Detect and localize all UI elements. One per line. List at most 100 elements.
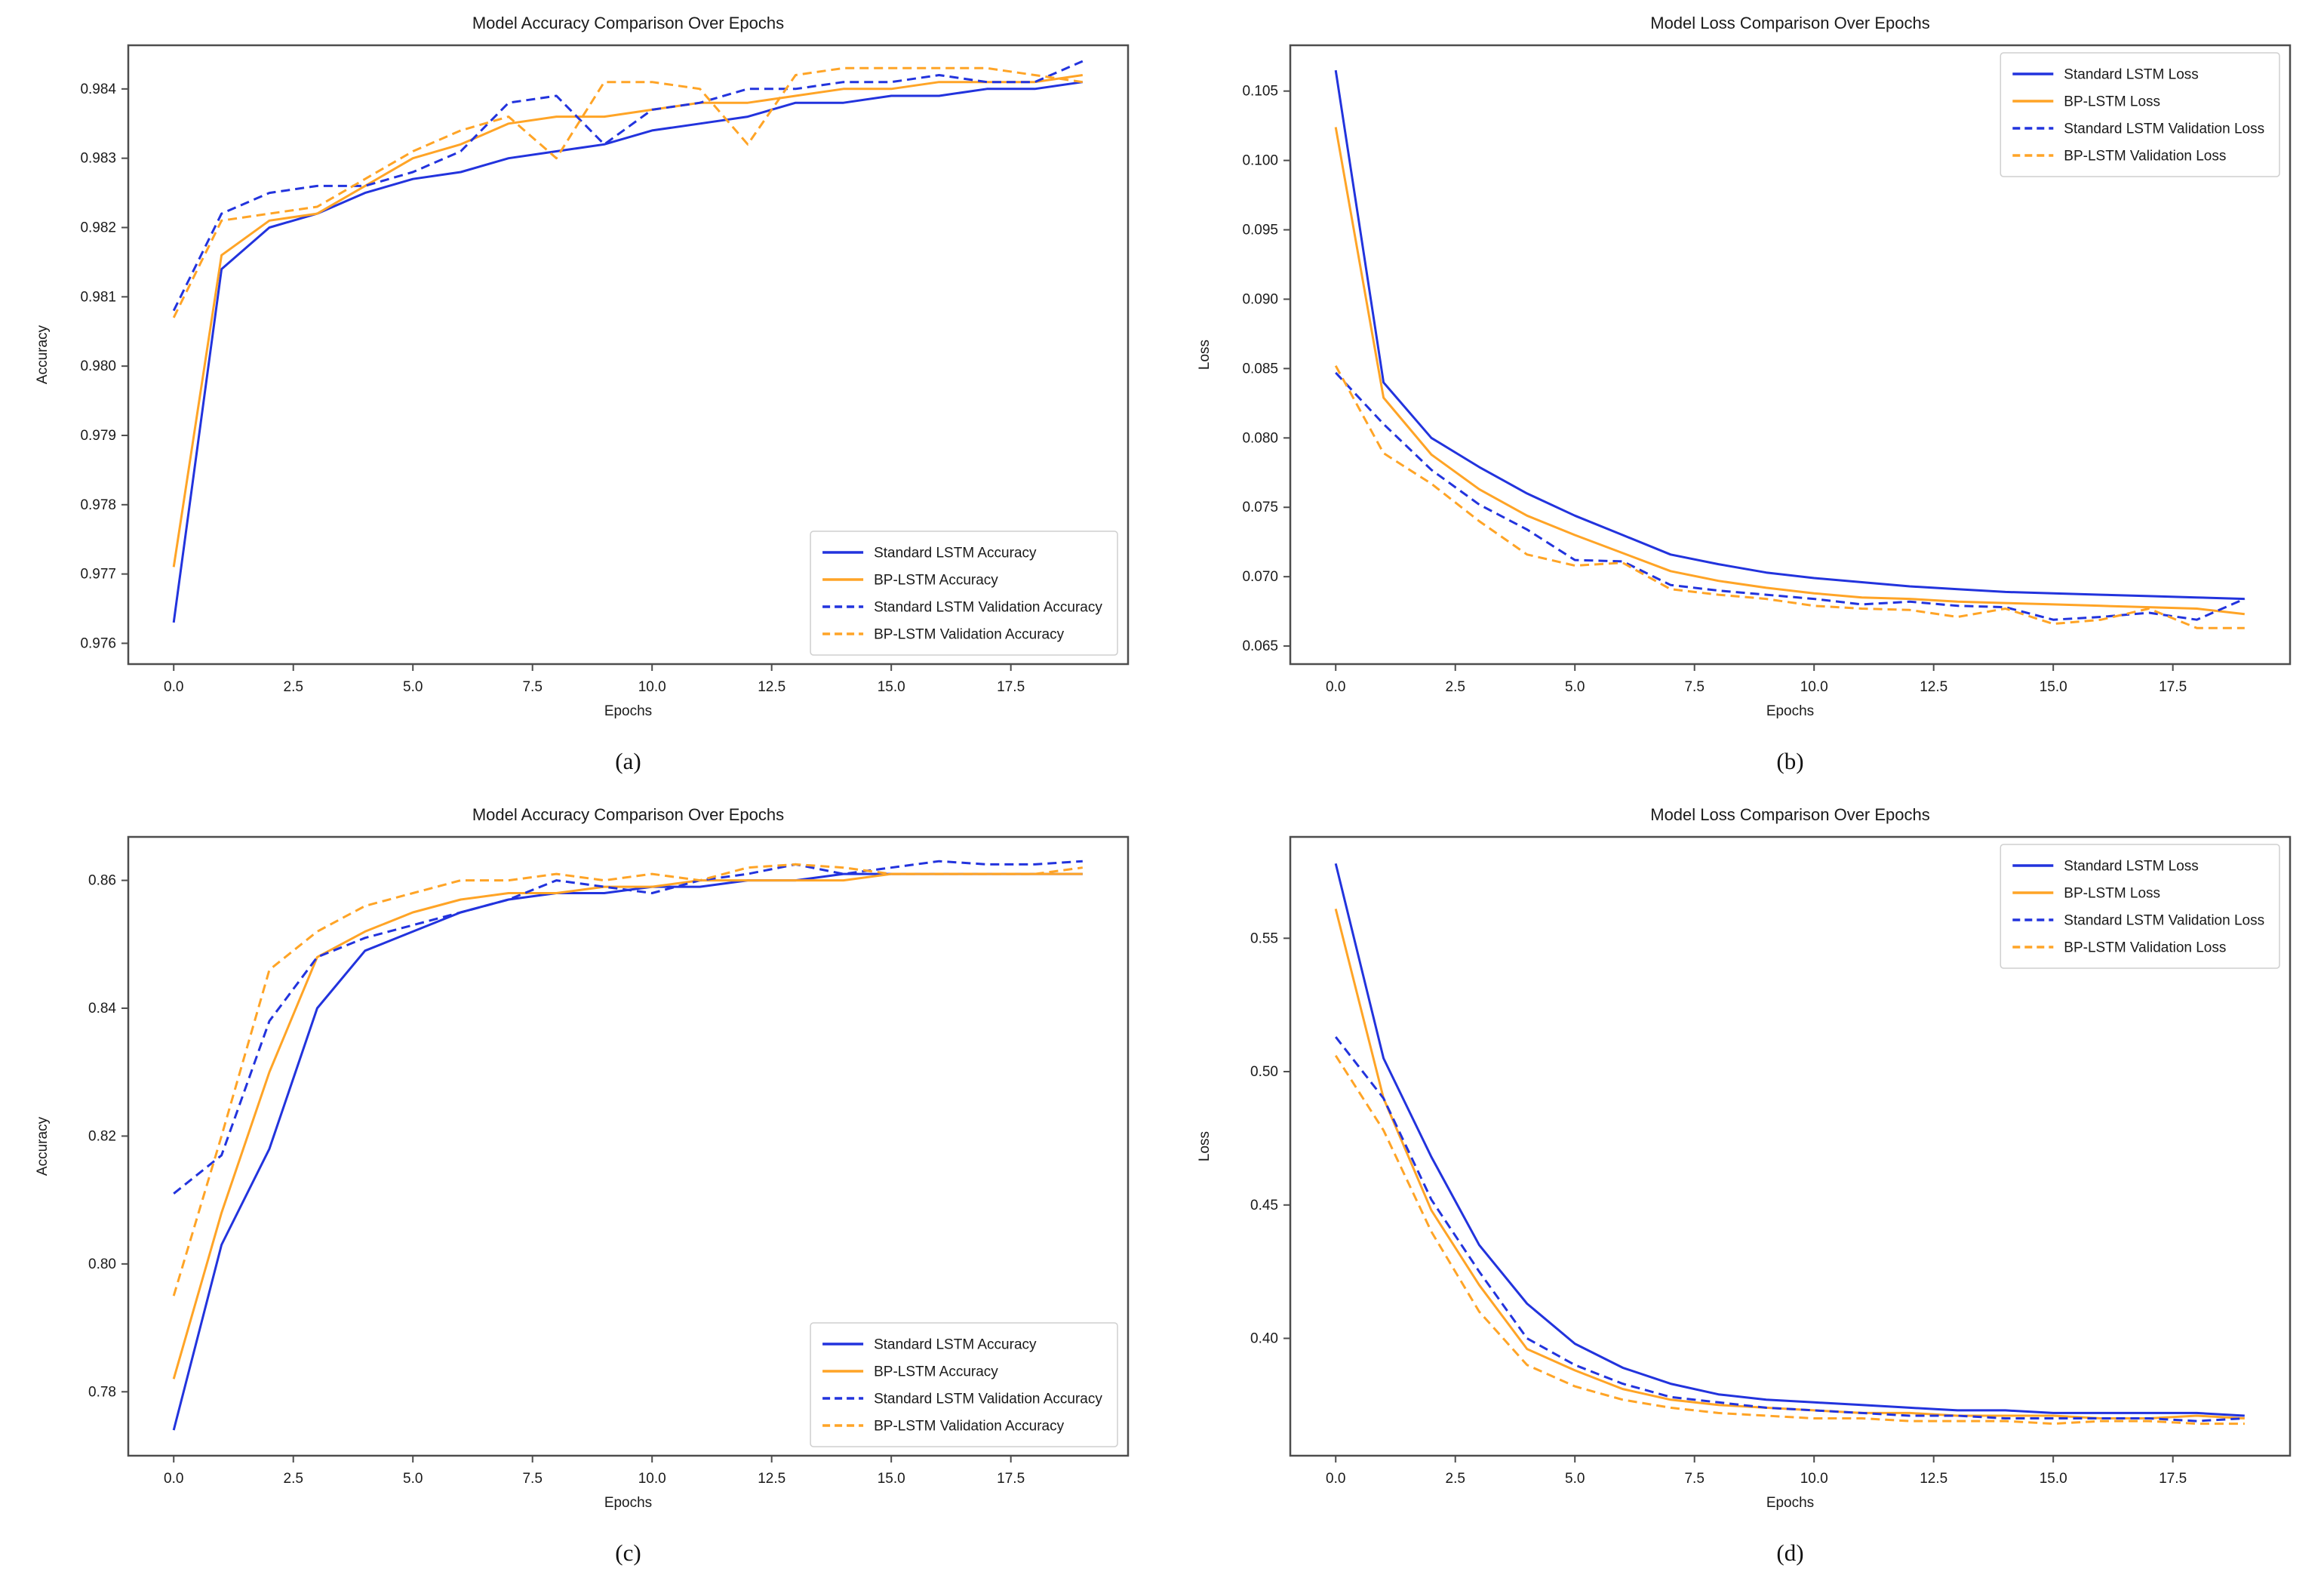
y-tick-label: 0.50 [1250, 1064, 1278, 1080]
legend-label-bp-lstm-accuracy: BP-LSTM Accuracy [874, 573, 998, 589]
figure-a: Model Accuracy Comparison Over Epochs 0.0… [0, 0, 1162, 792]
x-tick-label: 5.0 [403, 679, 423, 695]
x-axis-label: Epochs [1766, 1495, 1814, 1511]
y-tick-label: 0.065 [1242, 638, 1278, 654]
x-tick-label: 2.5 [1446, 679, 1465, 695]
y-tick-label: 0.980 [80, 358, 116, 374]
x-tick-label: 5.0 [403, 1471, 423, 1487]
figure-caption-a: (a) [615, 748, 641, 774]
chart-title: Model Loss Comparison Over Epochs [1650, 14, 1930, 32]
legend: Standard LSTM Accuracy BP-LSTM Accuracy St… [810, 531, 1118, 656]
x-tick-label: 12.5 [758, 1471, 785, 1487]
y-axis-label: Loss [1197, 340, 1213, 370]
plot-border [1289, 44, 2292, 666]
legend-label-standard-lstm-accuracy: Standard LSTM Accuracy [874, 546, 1037, 561]
legend-label-bp-lstm-loss: BP-LSTM Loss [2064, 94, 2160, 110]
x-tick-label: 17.5 [2159, 1471, 2187, 1487]
legend-label-standard-lstm-validation-loss: Standard LSTM Validation Loss [2064, 121, 2264, 137]
legend-label-bp-lstm-validation-accuracy: BP-LSTM Validation Accuracy [874, 627, 1065, 643]
x-tick-label: 12.5 [758, 679, 785, 695]
y-tick-label: 0.075 [1242, 500, 1278, 515]
x-tick-label: 10.0 [638, 679, 666, 695]
series-line-bp-lstm-validation-loss [1334, 364, 2245, 629]
y-tick-label: 0.78 [88, 1384, 116, 1400]
chart-title: Model Loss Comparison Over Epochs [1650, 805, 1930, 824]
legend-label-bp-lstm-loss: BP-LSTM Loss [2064, 886, 2160, 902]
plot-border [1289, 835, 2292, 1457]
x-axis-label: Epochs [604, 1495, 652, 1511]
figure-c: Model Accuracy Comparison Over Epochs 0.0… [0, 792, 1162, 1584]
y-tick-label: 0.070 [1242, 569, 1278, 585]
x-tick-label: 10.0 [1800, 679, 1828, 695]
y-tick-label: 0.82 [88, 1128, 116, 1144]
legend-box [810, 1322, 1118, 1447]
legend-label-standard-lstm-loss: Standard LSTM Loss [2064, 67, 2198, 83]
y-tick-label: 0.983 [80, 151, 116, 167]
x-tick-label: 0.0 [1326, 1471, 1345, 1487]
x-tick-label: 17.5 [2159, 679, 2187, 695]
y-tick-label: 0.095 [1242, 223, 1278, 238]
legend-box [2000, 844, 2280, 969]
plot-border [127, 835, 1130, 1457]
x-tick-label: 15.0 [878, 679, 905, 695]
y-tick-label: 0.981 [80, 289, 116, 305]
x-tick-label: 2.5 [284, 679, 303, 695]
legend-label-bp-lstm-validation-accuracy: BP-LSTM Validation Accuracy [874, 1419, 1065, 1435]
x-tick-label: 7.5 [1684, 679, 1704, 695]
x-tick-label: 5.0 [1565, 1471, 1585, 1487]
y-tick-label: 0.40 [1250, 1330, 1278, 1346]
chart-loss-bottom-right: Model Loss Comparison Over Epochs 0.0 2.5 5… [1162, 792, 2324, 1535]
y-tick-label: 0.976 [80, 635, 116, 651]
x-tick-label: 15.0 [878, 1471, 905, 1487]
x-tick-label: 0.0 [1326, 679, 1345, 695]
x-tick-label: 12.5 [1920, 1471, 1947, 1487]
x-tick-label: 17.5 [997, 1471, 1025, 1487]
legend-label-standard-lstm-accuracy: Standard LSTM Accuracy [874, 1337, 1037, 1353]
series-line-standard-lstm-validation-loss [1335, 371, 2246, 621]
chart-loss-top-right: Model Loss Comparison Over Epochs 0.0 2.5 5… [1162, 0, 2324, 743]
legend-label-bp-lstm-accuracy: BP-LSTM Accuracy [874, 1364, 998, 1380]
figure-caption-c: (c) [615, 1539, 641, 1566]
y-tick-label: 0.982 [80, 220, 116, 236]
figure-caption-b: (b) [1776, 748, 1804, 774]
legend: Standard LSTM Accuracy BP-LSTM Accuracy St… [810, 1322, 1118, 1447]
series-line-standard-lstm-loss [1334, 69, 2245, 601]
y-tick-label: 0.085 [1242, 361, 1278, 377]
y-axis-label: Accuracy [35, 324, 51, 384]
legend-label-standard-lstm-validation-loss: Standard LSTM Validation Loss [2064, 913, 2264, 929]
legend: Standard LSTM Loss BP-LSTM Loss Standard L… [2000, 844, 2280, 969]
x-tick-label: 2.5 [284, 1471, 303, 1487]
legend-label-standard-lstm-validation-accuracy: Standard LSTM Validation Accuracy [874, 600, 1102, 616]
series-line-bp-lstm-accuracy [172, 872, 1083, 1379]
x-tick-label: 15.0 [2040, 1471, 2067, 1487]
x-tick-label: 17.5 [997, 679, 1025, 695]
legend-label-standard-lstm-validation-accuracy: Standard LSTM Validation Accuracy [874, 1392, 1102, 1407]
series-line-bp-lstm-validation-accuracy [172, 863, 1083, 1296]
legend-label-standard-lstm-loss: Standard LSTM Loss [2064, 859, 2198, 875]
chart-title: Model Accuracy Comparison Over Epochs [472, 14, 784, 32]
x-axis-label: Epochs [604, 703, 652, 719]
x-tick-label: 10.0 [1800, 1471, 1828, 1487]
x-tick-label: 0.0 [164, 1471, 183, 1487]
figure-d: Model Loss Comparison Over Epochs 0.0 2.5 5… [1162, 792, 2324, 1584]
series-line-bp-lstm-accuracy [172, 74, 1084, 567]
x-tick-label: 7.5 [522, 679, 542, 695]
chart-accuracy-top-left: Model Accuracy Comparison Over Epochs 0.0… [0, 0, 1162, 743]
series-line-bp-lstm-validation-loss [1334, 1054, 2245, 1426]
series-line-standard-lstm-loss [1334, 863, 2245, 1417]
y-axis-label: Loss [1197, 1131, 1213, 1161]
y-tick-label: 0.105 [1242, 84, 1278, 100]
y-tick-label: 0.86 [88, 873, 116, 889]
y-tick-label: 0.080 [1242, 430, 1278, 446]
series-line-bp-lstm-loss [1334, 127, 2245, 616]
y-tick-label: 0.977 [80, 567, 116, 583]
x-tick-label: 7.5 [522, 1471, 542, 1487]
x-tick-label: 10.0 [638, 1471, 666, 1487]
legend-box [810, 531, 1118, 656]
y-tick-label: 0.090 [1242, 291, 1278, 307]
chart-accuracy-bottom-left: Model Accuracy Comparison Over Epochs 0.0… [0, 792, 1162, 1535]
x-tick-label: 5.0 [1565, 679, 1585, 695]
y-tick-label: 0.80 [88, 1256, 116, 1272]
x-tick-label: 2.5 [1446, 1471, 1465, 1487]
